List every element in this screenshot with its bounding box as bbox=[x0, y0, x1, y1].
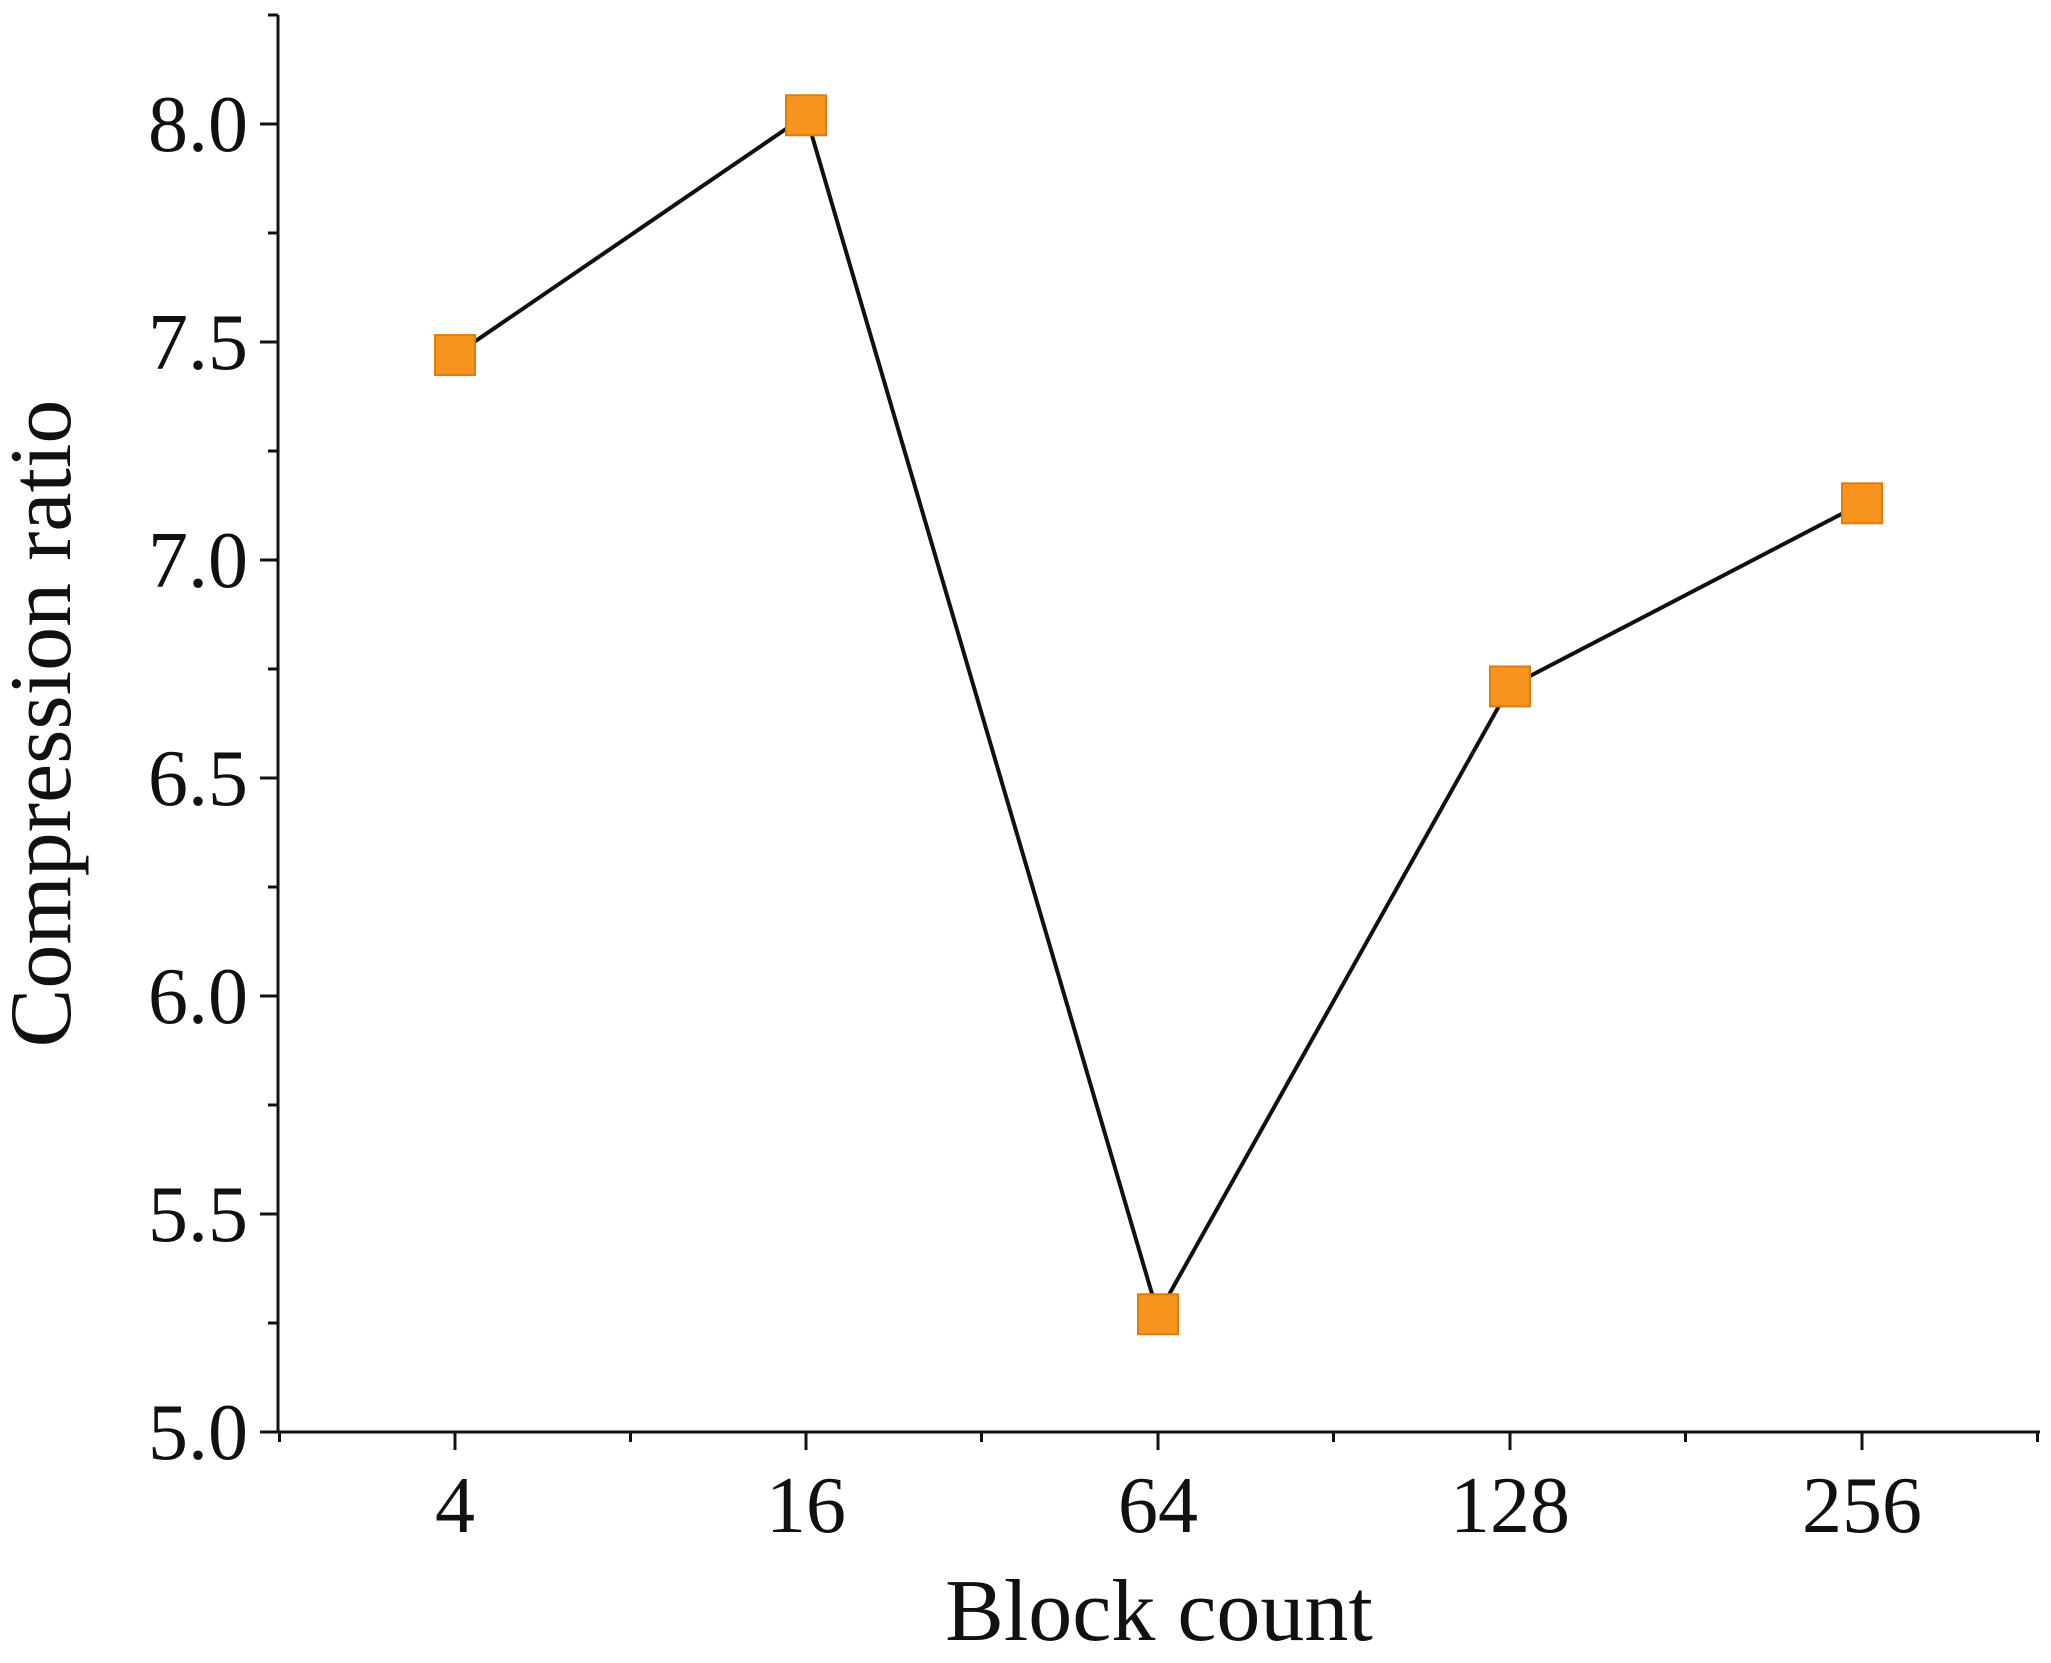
y-tick-label: 8.0 bbox=[148, 81, 248, 169]
y-tick-label: 6.5 bbox=[148, 735, 248, 823]
y-tick-labels: 5.0 5.5 6.0 6.5 7.0 7.5 8.0 bbox=[148, 81, 248, 1477]
x-tick-label: 64 bbox=[1118, 1462, 1198, 1550]
y-tick-label: 6.0 bbox=[148, 953, 248, 1041]
series-segment bbox=[804, 114, 1160, 1315]
x-tick-label: 16 bbox=[766, 1462, 846, 1550]
data-point-marker bbox=[1841, 482, 1883, 525]
y-tick-label: 7.5 bbox=[148, 299, 248, 387]
y-tick-label: 5.5 bbox=[148, 1171, 248, 1259]
series-segment bbox=[1509, 501, 1863, 689]
data-point-marker bbox=[434, 334, 476, 377]
axes bbox=[260, 13, 2040, 1450]
data-markers bbox=[434, 94, 1883, 1336]
series-line bbox=[453, 113, 1863, 1316]
series-segment bbox=[1156, 685, 1512, 1316]
x-tick-label: 256 bbox=[1802, 1462, 1922, 1550]
y-axis-label: Compression ratio bbox=[0, 400, 90, 1048]
data-point-marker bbox=[1137, 1293, 1179, 1336]
x-tick-labels: 4 16 64 128 256 bbox=[435, 1462, 1922, 1550]
y-tick-label: 5.0 bbox=[148, 1389, 248, 1477]
x-tick-label: 128 bbox=[1450, 1462, 1570, 1550]
x-tick-label: 4 bbox=[435, 1462, 475, 1550]
y-tick-label: 7.0 bbox=[148, 517, 248, 605]
x-axis-label: Block count bbox=[945, 1563, 1373, 1660]
data-point-marker bbox=[785, 94, 827, 137]
data-point-marker bbox=[1489, 665, 1531, 708]
series-segment bbox=[453, 113, 808, 357]
